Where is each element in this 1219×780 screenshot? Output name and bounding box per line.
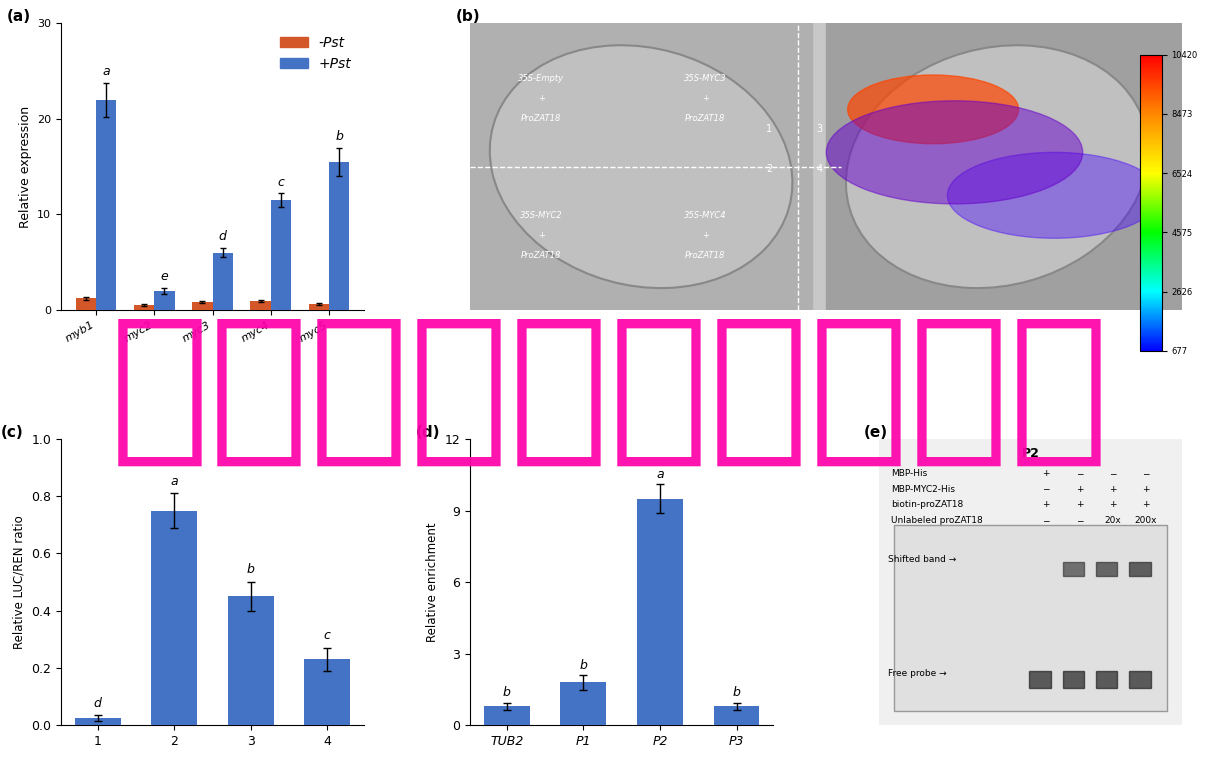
Text: −: − <box>1109 469 1117 478</box>
Bar <box>895 525 1168 711</box>
Bar <box>484 707 530 725</box>
Text: 200x: 200x <box>1135 516 1157 525</box>
Text: (c): (c) <box>0 424 23 440</box>
Text: c: c <box>278 176 284 189</box>
Bar <box>1063 562 1084 576</box>
Text: 35S-MYC3: 35S-MYC3 <box>684 73 727 83</box>
Text: −: − <box>1042 516 1050 525</box>
Text: +: + <box>1109 500 1117 509</box>
Text: b: b <box>733 686 740 699</box>
Text: −: − <box>1042 484 1050 494</box>
Bar <box>1063 671 1084 688</box>
Legend: -Pst, +Pst: -Pst, +Pst <box>274 30 357 76</box>
Bar <box>305 660 350 725</box>
Text: +: + <box>1142 484 1150 494</box>
Text: (e): (e) <box>864 424 889 440</box>
Bar <box>471 23 812 310</box>
Bar <box>155 291 174 310</box>
Text: (a): (a) <box>6 9 30 24</box>
Circle shape <box>947 152 1160 239</box>
Text: +: + <box>1075 484 1084 494</box>
Text: 35S-Empty: 35S-Empty <box>518 73 564 83</box>
Text: +: + <box>1142 500 1150 509</box>
Bar <box>1096 671 1118 688</box>
Text: a: a <box>656 468 664 480</box>
Bar <box>212 253 233 310</box>
Bar <box>561 682 606 725</box>
Text: +: + <box>538 94 545 103</box>
Bar <box>193 303 212 310</box>
Text: ProZAT18: ProZAT18 <box>685 251 725 261</box>
Bar <box>1096 562 1118 576</box>
Text: 1: 1 <box>767 124 773 134</box>
Text: ProZAT18: ProZAT18 <box>685 114 725 122</box>
Text: (b): (b) <box>456 9 480 24</box>
Text: c: c <box>324 629 330 642</box>
Text: 4: 4 <box>816 165 823 175</box>
Ellipse shape <box>846 45 1148 288</box>
Bar <box>271 200 291 310</box>
Text: +: + <box>1042 469 1050 478</box>
Text: +: + <box>538 232 545 240</box>
Text: a: a <box>102 65 110 78</box>
Text: +: + <box>702 232 708 240</box>
Bar <box>638 498 683 725</box>
Y-axis label: Relative expression: Relative expression <box>18 105 32 228</box>
Bar <box>308 304 329 310</box>
Text: b: b <box>246 563 255 576</box>
Bar <box>1029 671 1051 688</box>
Ellipse shape <box>490 45 792 288</box>
Text: MBP-His: MBP-His <box>891 469 928 478</box>
Text: 3: 3 <box>816 124 823 134</box>
Text: 2: 2 <box>767 165 773 175</box>
Text: 35S-MYC2: 35S-MYC2 <box>521 211 563 220</box>
Bar <box>713 707 759 725</box>
Bar <box>1129 562 1151 576</box>
Text: Shifted band →: Shifted band → <box>889 555 957 564</box>
Text: a: a <box>171 474 178 488</box>
Text: −: − <box>1075 469 1084 478</box>
Circle shape <box>826 101 1082 204</box>
Text: 20x: 20x <box>1104 516 1121 525</box>
Text: +: + <box>702 94 708 103</box>
Bar <box>826 23 1182 310</box>
Bar <box>76 299 96 310</box>
Bar <box>96 100 116 310</box>
Text: Free probe →: Free probe → <box>889 669 947 679</box>
Text: −: − <box>1075 516 1084 525</box>
Text: Unlabeled proZAT18: Unlabeled proZAT18 <box>891 516 984 525</box>
Text: MBP-MYC2-His: MBP-MYC2-His <box>891 484 956 494</box>
Text: P2: P2 <box>1022 447 1040 459</box>
Text: d: d <box>94 697 101 710</box>
Bar <box>151 510 197 725</box>
Text: 帮汪峰上头条，今日头: 帮汪峰上头条，今日头 <box>110 309 1109 471</box>
Bar <box>228 597 274 725</box>
Text: 35S-MYC4: 35S-MYC4 <box>684 211 727 220</box>
Text: b: b <box>579 658 588 672</box>
Text: +: + <box>1042 500 1050 509</box>
Text: b: b <box>503 686 511 699</box>
Bar <box>134 305 155 310</box>
Text: d: d <box>218 230 227 243</box>
Text: ProZAT18: ProZAT18 <box>522 114 562 122</box>
Text: biotin-proZAT18: biotin-proZAT18 <box>891 500 964 509</box>
Text: +: + <box>1109 484 1117 494</box>
Text: +: + <box>1075 500 1084 509</box>
Circle shape <box>847 75 1019 144</box>
Text: e: e <box>161 270 168 283</box>
Text: b: b <box>335 129 344 143</box>
Y-axis label: Relative enrichment: Relative enrichment <box>427 523 439 642</box>
Text: ProZAT18: ProZAT18 <box>522 251 562 261</box>
Y-axis label: Relative LUC/REN ratio: Relative LUC/REN ratio <box>12 516 26 649</box>
Text: −: − <box>1142 469 1150 478</box>
Bar <box>1129 671 1151 688</box>
Text: (d): (d) <box>416 424 440 440</box>
Bar <box>74 718 121 725</box>
Bar <box>250 301 271 310</box>
Bar <box>329 162 350 310</box>
